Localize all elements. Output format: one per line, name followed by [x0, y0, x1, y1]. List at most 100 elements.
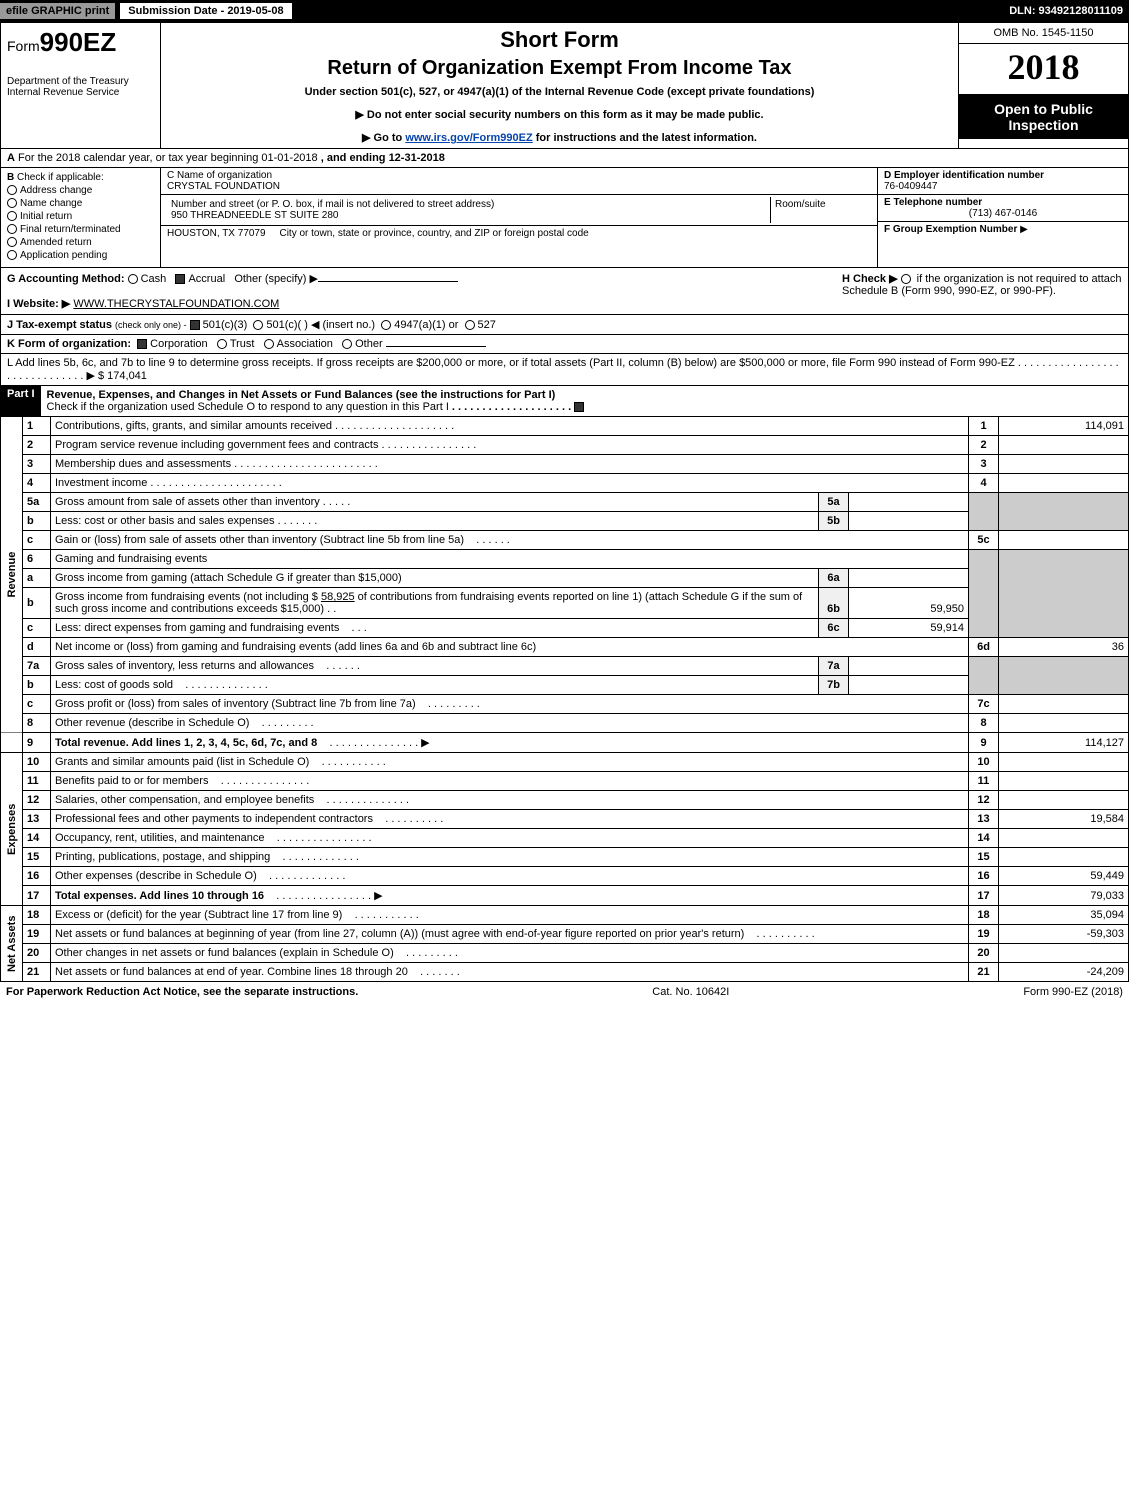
line-6d: d Net income or (loss) from gaming and f… — [1, 638, 1129, 657]
c-name-cell: C Name of organization CRYSTAL FOUNDATIO… — [161, 168, 877, 195]
row-gh: G Accounting Method: Cash Accrual Other … — [0, 268, 1129, 315]
g-cash: Cash — [141, 273, 167, 285]
part1-header: Part I Revenue, Expenses, and Changes in… — [0, 386, 1129, 417]
form-header: Form990EZ Department of the Treasury Int… — [0, 22, 1129, 149]
f-arrow: ▶ — [1020, 224, 1028, 235]
c-street: 950 THREADNEEDLE ST SUITE 280 — [171, 210, 766, 221]
part1-check: Check if the organization used Schedule … — [47, 401, 449, 413]
irs-link[interactable]: www.irs.gov/Form990EZ — [405, 132, 532, 144]
short-form-title: Short Form — [169, 27, 950, 53]
col-cde: C Name of organization CRYSTAL FOUNDATIO… — [161, 168, 1128, 267]
g-block: G Accounting Method: Cash Accrual Other … — [7, 272, 458, 310]
c-city-label: City or town, state or province, country… — [279, 228, 588, 239]
part1-checkbox[interactable] — [574, 402, 584, 412]
j-501c[interactable] — [253, 320, 263, 330]
cb-final[interactable]: Final return/terminated — [7, 224, 154, 235]
line-11: 11 Benefits paid to or for members . . .… — [1, 772, 1129, 791]
line-15: 15 Printing, publications, postage, and … — [1, 848, 1129, 867]
line-2: 2 Program service revenue including gove… — [1, 436, 1129, 455]
d-value: 76-0409447 — [884, 181, 937, 192]
line-20: 20 Other changes in net assets or fund b… — [1, 944, 1129, 963]
c-street-label: Number and street (or P. O. box, if mail… — [171, 199, 766, 210]
j-501c3[interactable] — [190, 320, 200, 330]
department: Department of the Treasury — [7, 76, 154, 87]
c-name: CRYSTAL FOUNDATION — [167, 181, 871, 192]
k-label: K Form of organization: — [7, 338, 131, 350]
k-trust[interactable] — [217, 339, 227, 349]
l-text: L Add lines 5b, 6c, and 7b to line 9 to … — [7, 357, 1015, 369]
tax-year: 2018 — [959, 44, 1128, 95]
line-6: 6 Gaming and fundraising events — [1, 550, 1129, 569]
form-ref: Form 990-EZ (2018) — [1023, 986, 1123, 998]
l-amount: ▶ $ 174,041 — [86, 370, 146, 382]
h-block: H Check ▶ if the organization is not req… — [842, 272, 1122, 310]
cb-name[interactable]: Name change — [7, 198, 154, 209]
submission-date: Submission Date - 2019-05-08 — [119, 2, 292, 20]
col-b: B Check if applicable: Address change Na… — [1, 168, 161, 267]
c-room-label: Room/suite — [771, 197, 871, 223]
row-a: A For the 2018 calendar year, or tax yea… — [0, 149, 1129, 168]
top-bar: efile GRAPHIC print Submission Date - 20… — [0, 0, 1129, 22]
line-13: 13 Professional fees and other payments … — [1, 810, 1129, 829]
line-12: 12 Salaries, other compensation, and emp… — [1, 791, 1129, 810]
i-website[interactable]: WWW.THECRYSTALFOUNDATION.COM — [73, 298, 279, 310]
open-to-public: Open to Public Inspection — [959, 95, 1128, 139]
line-7b: b Less: cost of goods sold . . . . . . .… — [1, 676, 1129, 695]
form-prefix: Form — [7, 38, 40, 54]
line-21: 21 Net assets or fund balances at end of… — [1, 963, 1129, 982]
k-other[interactable] — [342, 339, 352, 349]
j-4947[interactable] — [381, 320, 391, 330]
under-section: Under section 501(c), 527, or 4947(a)(1)… — [169, 86, 950, 98]
return-title: Return of Organization Exempt From Incom… — [169, 57, 950, 80]
line-6a: a Gross income from gaming (attach Sched… — [1, 569, 1129, 588]
expenses-label: Expenses — [1, 753, 23, 906]
cb-pending[interactable]: Application pending — [7, 250, 154, 261]
col-c: C Name of organization CRYSTAL FOUNDATIO… — [161, 168, 878, 267]
radio-cash[interactable] — [128, 274, 138, 284]
j-527[interactable] — [465, 320, 475, 330]
c-street-cell: Number and street (or P. O. box, if mail… — [161, 195, 877, 226]
top-bar-left: efile GRAPHIC print Submission Date - 20… — [0, 2, 293, 20]
f-label: F Group Exemption Number — [884, 224, 1017, 235]
line-6c: c Less: direct expenses from gaming and … — [1, 619, 1129, 638]
row-a-ending: , and ending 12-31-2018 — [321, 152, 445, 164]
row-j: J Tax-exempt status (check only one) - 5… — [0, 315, 1129, 335]
efile-print-button[interactable]: efile GRAPHIC print — [0, 3, 115, 19]
c-name-label: C Name of organization — [167, 170, 871, 181]
paperwork-notice: For Paperwork Reduction Act Notice, see … — [6, 986, 358, 998]
lines-table: Revenue 1 Contributions, gifts, grants, … — [0, 417, 1129, 982]
line-10: Expenses 10 Grants and similar amounts p… — [1, 753, 1129, 772]
j-note: (check only one) - — [115, 320, 187, 330]
line-6b: b Gross income from fundraising events (… — [1, 588, 1129, 619]
footer: For Paperwork Reduction Act Notice, see … — [0, 982, 1129, 1002]
radio-accrual[interactable] — [175, 274, 185, 284]
e-value: (713) 467-0146 — [884, 208, 1122, 219]
f-cell: F Group Exemption Number ▶ — [878, 222, 1128, 237]
dln-number: DLN: 93492128011109 — [1009, 5, 1129, 17]
line-19: 19 Net assets or fund balances at beginn… — [1, 925, 1129, 944]
c-city-cell: HOUSTON, TX 77079 City or town, state or… — [161, 226, 877, 241]
h-checkbox[interactable] — [901, 274, 911, 284]
cb-address[interactable]: Address change — [7, 185, 154, 196]
revenue-label: Revenue — [1, 417, 23, 733]
k-assoc[interactable] — [264, 339, 274, 349]
omb-number: OMB No. 1545-1150 — [959, 23, 1128, 44]
line-3: 3 Membership dues and assessments . . . … — [1, 455, 1129, 474]
form-number: Form990EZ — [7, 27, 154, 58]
netassets-label: Net Assets — [1, 906, 23, 982]
cb-amended[interactable]: Amended return — [7, 237, 154, 248]
line-8: 8 Other revenue (describe in Schedule O)… — [1, 714, 1129, 733]
header-center: Short Form Return of Organization Exempt… — [161, 23, 958, 148]
line-17: 17 Total expenses. Add lines 10 through … — [1, 886, 1129, 906]
row-l: L Add lines 5b, 6c, and 7b to line 9 to … — [0, 354, 1129, 386]
line-5b: b Less: cost or other basis and sales ex… — [1, 512, 1129, 531]
goto-pre: Go to — [374, 132, 406, 144]
c-city: HOUSTON, TX 77079 — [167, 228, 266, 239]
e-label: E Telephone number — [884, 197, 982, 208]
k-corp[interactable] — [137, 339, 147, 349]
cb-initial[interactable]: Initial return — [7, 211, 154, 222]
row-k: K Form of organization: Corporation Trus… — [0, 335, 1129, 354]
line-5c: c Gain or (loss) from sale of assets oth… — [1, 531, 1129, 550]
line-7a: 7a Gross sales of inventory, less return… — [1, 657, 1129, 676]
line-14: 14 Occupancy, rent, utilities, and maint… — [1, 829, 1129, 848]
